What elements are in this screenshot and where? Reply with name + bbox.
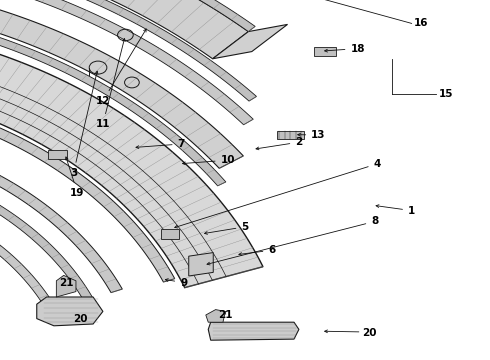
- Text: 18: 18: [325, 44, 365, 54]
- Text: 10: 10: [183, 155, 235, 165]
- Polygon shape: [0, 164, 122, 293]
- Text: 14: 14: [0, 359, 1, 360]
- Polygon shape: [0, 191, 93, 301]
- Polygon shape: [2, 0, 253, 125]
- Text: 7: 7: [136, 139, 185, 149]
- Polygon shape: [0, 37, 226, 186]
- FancyBboxPatch shape: [277, 131, 304, 139]
- Text: 16: 16: [414, 18, 429, 28]
- Text: 6: 6: [239, 245, 275, 256]
- Text: 8: 8: [207, 216, 378, 265]
- Polygon shape: [206, 310, 225, 322]
- Text: 20: 20: [363, 328, 377, 338]
- Text: 20: 20: [74, 314, 88, 324]
- Polygon shape: [56, 275, 76, 297]
- Text: 13: 13: [298, 130, 326, 140]
- FancyBboxPatch shape: [161, 229, 178, 239]
- Polygon shape: [15, 0, 248, 59]
- Text: 21: 21: [218, 310, 233, 320]
- Text: 19: 19: [66, 157, 85, 198]
- Text: 9: 9: [165, 278, 187, 288]
- Text: 12: 12: [96, 29, 146, 106]
- Polygon shape: [48, 150, 67, 159]
- FancyBboxPatch shape: [314, 47, 336, 56]
- Text: 4: 4: [175, 159, 381, 228]
- Polygon shape: [0, 120, 175, 282]
- Polygon shape: [0, 221, 55, 309]
- Text: 11: 11: [96, 39, 125, 129]
- Polygon shape: [213, 24, 288, 59]
- Text: 21: 21: [59, 278, 74, 288]
- Text: 5: 5: [204, 222, 248, 234]
- Polygon shape: [37, 297, 103, 326]
- Text: 3: 3: [70, 71, 98, 178]
- Text: 2: 2: [256, 137, 302, 150]
- Polygon shape: [0, 53, 263, 288]
- Polygon shape: [22, 0, 257, 101]
- Text: 1: 1: [376, 205, 415, 216]
- Text: 15: 15: [439, 89, 453, 99]
- Polygon shape: [35, 0, 255, 32]
- Polygon shape: [0, 9, 244, 168]
- Polygon shape: [189, 253, 213, 276]
- Polygon shape: [208, 322, 299, 340]
- Text: 17: 17: [0, 359, 1, 360]
